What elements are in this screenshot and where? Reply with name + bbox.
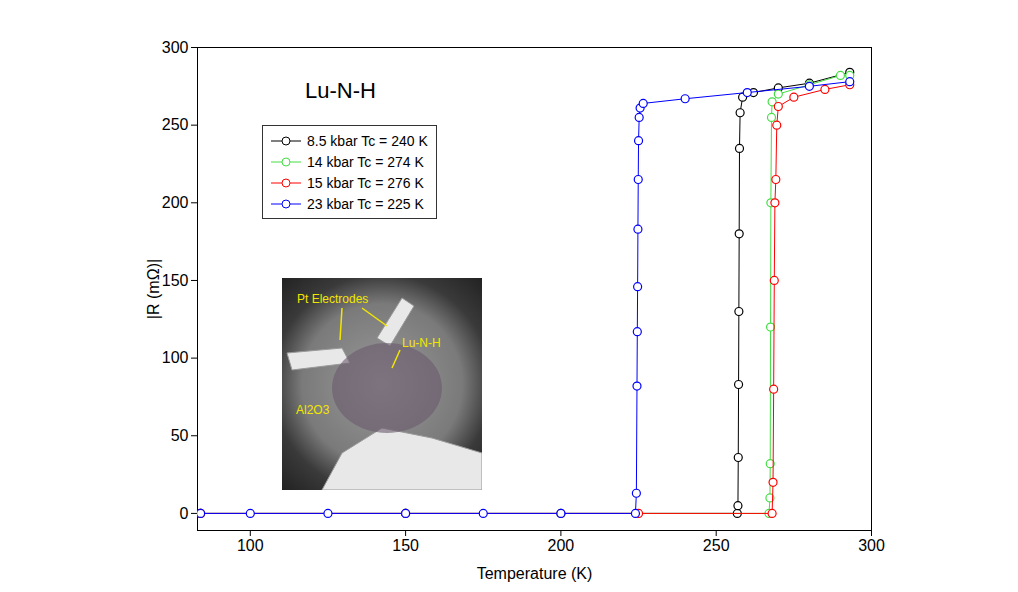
html-text:23 kbar Tc = 225 K: 23 kbar Tc = 225 K (307, 195, 424, 212)
html-text:8.5 kbar Tc = 240 K: 8.5 kbar Tc = 240 K (307, 132, 428, 149)
svg-text:250: 250 (162, 116, 189, 133)
svg-text:300: 300 (162, 39, 189, 56)
svg-text:150: 150 (162, 272, 189, 289)
html-text:Lu-N-H: Lu-N-H (402, 336, 441, 350)
svg-text:300: 300 (858, 537, 885, 554)
html-text:14 kbar Tc = 274 K: 14 kbar Tc = 274 K (307, 153, 424, 170)
svg-text:|R (mΩ)|: |R (mΩ)| (145, 259, 162, 319)
svg-text:150: 150 (392, 537, 419, 554)
svg-text:200: 200 (548, 537, 575, 554)
svg-text:200: 200 (162, 194, 189, 211)
svg-text:100: 100 (237, 537, 264, 554)
html-text:Pt Electrodes: Pt Electrodes (297, 292, 369, 306)
svg-text:Temperature (K): Temperature (K) (477, 565, 593, 582)
svg-text:0: 0 (180, 505, 189, 522)
html-text:Lu-N-H: Lu-N-H (305, 78, 376, 103)
svg-text:50: 50 (171, 427, 189, 444)
html-text:Al2O3: Al2O3 (296, 403, 330, 417)
svg-text:100: 100 (162, 349, 189, 366)
svg-text:250: 250 (703, 537, 730, 554)
html-text:15 kbar Tc = 276 K: 15 kbar Tc = 276 K (307, 174, 424, 191)
